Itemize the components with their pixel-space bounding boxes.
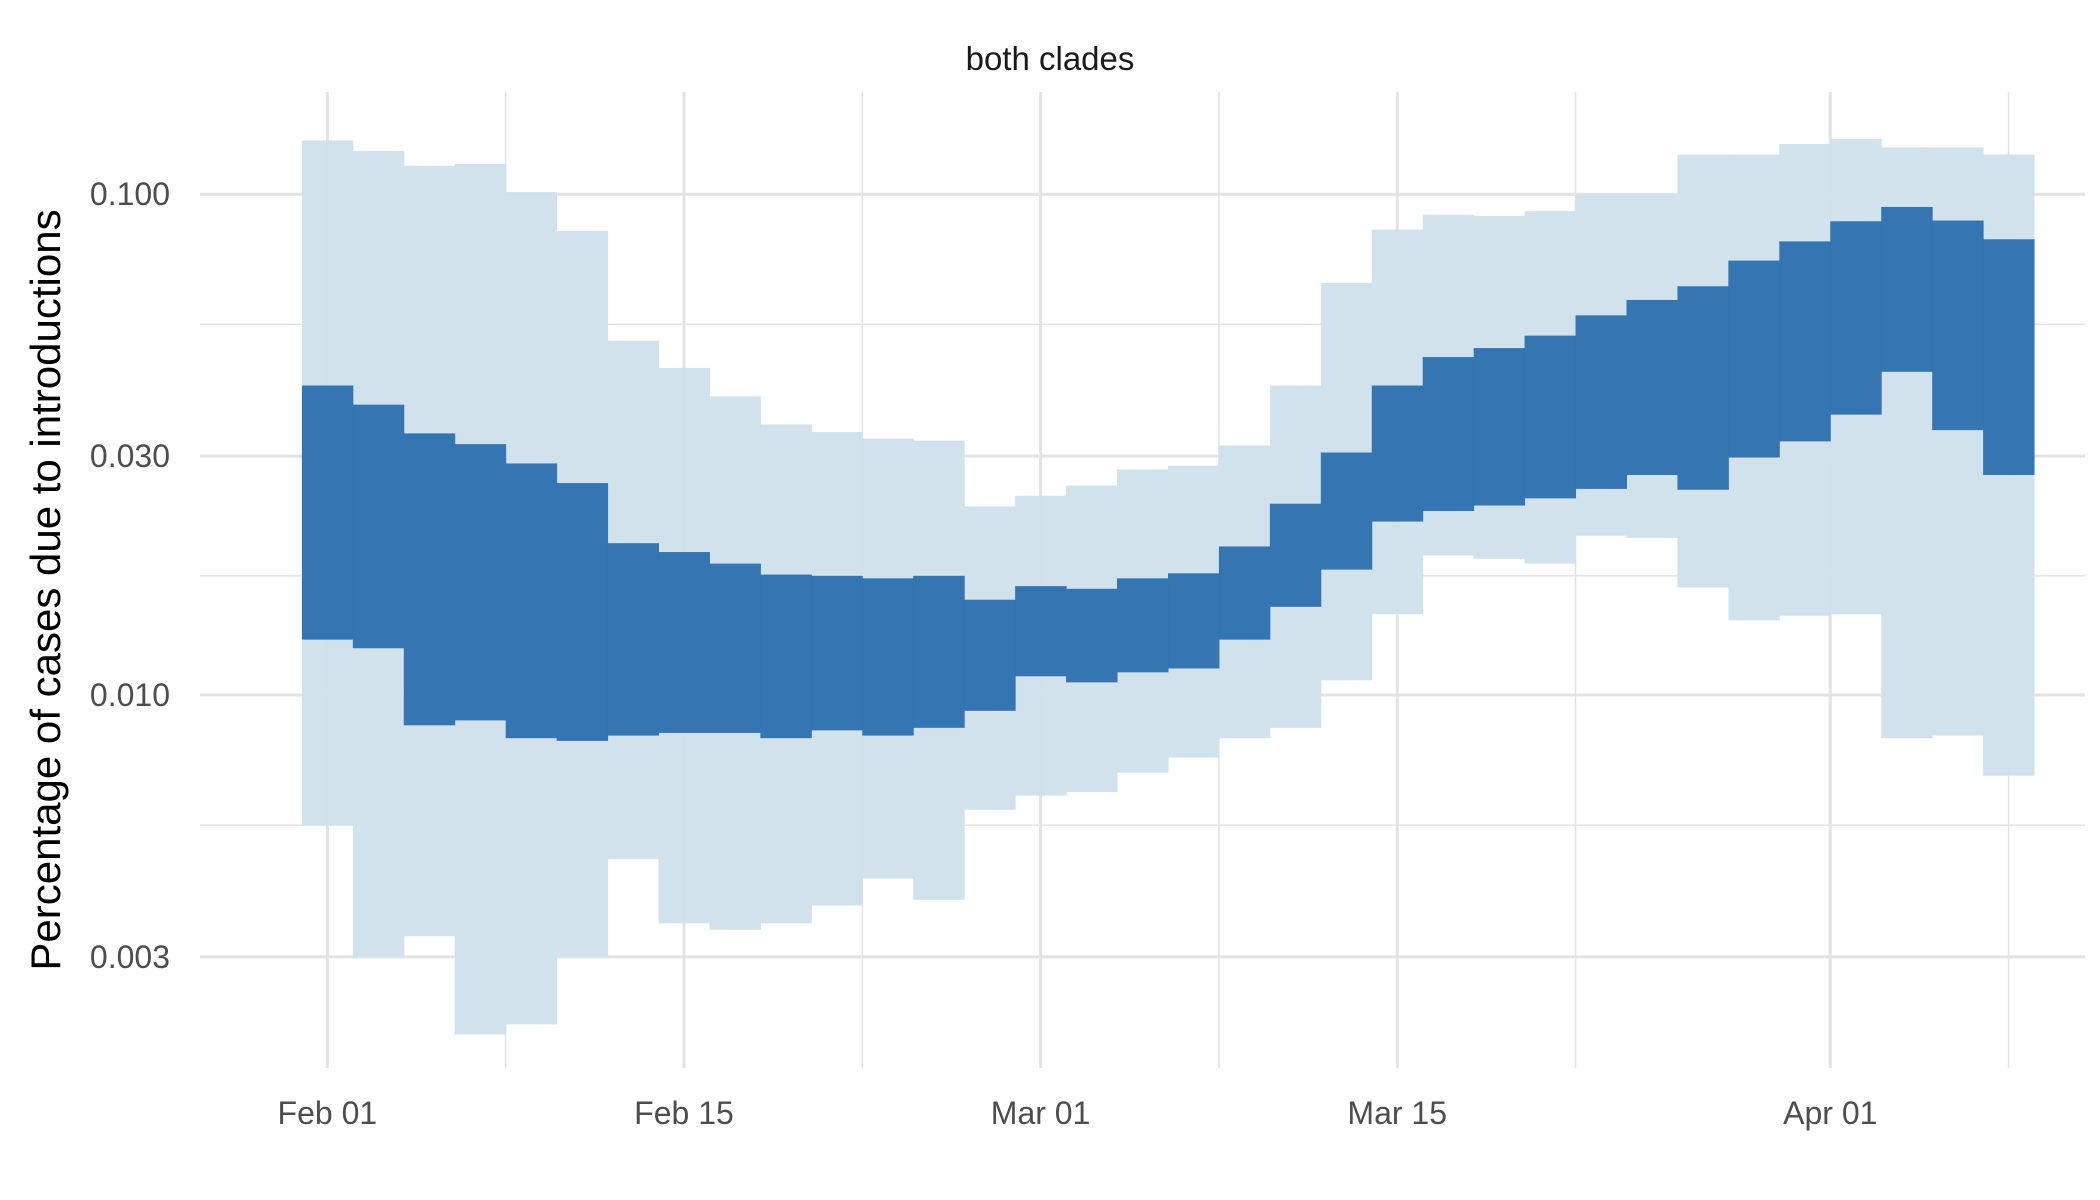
inner-band-step bbox=[1066, 588, 1118, 683]
inner-band-step bbox=[811, 575, 863, 731]
inner-band-step bbox=[1983, 239, 2035, 476]
x-tick-label: Mar 15 bbox=[1347, 1095, 1447, 1131]
inner-band-step bbox=[1371, 385, 1424, 522]
inner-band-step bbox=[403, 433, 456, 726]
y-tick-label: 0.100 bbox=[90, 176, 170, 212]
y-tick-label: 0.010 bbox=[90, 677, 170, 713]
inner-band-step bbox=[1524, 335, 1577, 499]
facet-title: both clades bbox=[965, 40, 1135, 77]
inner-band-step bbox=[1218, 546, 1271, 640]
inner-band-step bbox=[964, 599, 1016, 711]
x-tick-label: Feb 15 bbox=[634, 1095, 734, 1131]
inner-band-step bbox=[352, 404, 405, 649]
y-tick-label: 0.003 bbox=[90, 939, 170, 975]
y-axis-tick-labels: 0.003 0.010 0.030 0.100 bbox=[90, 176, 170, 975]
inner-band-step bbox=[1779, 241, 1831, 442]
inner-band-step bbox=[1269, 503, 1322, 607]
x-tick-label: Apr 01 bbox=[1783, 1095, 1877, 1131]
inner-band-step bbox=[1830, 221, 1882, 415]
y-tick-label: 0.030 bbox=[90, 438, 170, 474]
inner-band-step bbox=[1422, 357, 1475, 512]
inner-band-step bbox=[1117, 578, 1169, 673]
inner-band-step bbox=[709, 563, 761, 733]
inner-band-step bbox=[658, 552, 710, 733]
inner-band-step bbox=[556, 483, 609, 741]
inner-band-step bbox=[760, 574, 812, 739]
x-axis-tick-labels: Feb 01 Feb 15 Mar 01 Mar 15 Apr 01 bbox=[278, 1095, 1878, 1131]
inner-band-step bbox=[1881, 206, 1933, 372]
inner-band-step bbox=[301, 385, 354, 640]
inner-interval-band bbox=[301, 206, 2035, 741]
x-tick-label: Mar 01 bbox=[991, 1095, 1091, 1131]
inner-band-step bbox=[862, 578, 914, 736]
inner-band-step bbox=[1015, 586, 1067, 677]
inner-band-step bbox=[607, 543, 660, 736]
inner-band-step bbox=[1320, 452, 1373, 570]
inner-band-step bbox=[1728, 260, 1780, 458]
inner-band-step bbox=[1626, 299, 1678, 476]
inner-band-step bbox=[454, 444, 507, 721]
inner-band-step bbox=[1167, 573, 1220, 669]
inner-band-step bbox=[1677, 286, 1729, 490]
inner-band-step bbox=[1932, 220, 1984, 431]
inner-band-step bbox=[1473, 348, 1526, 506]
inner-band-step bbox=[1575, 315, 1627, 489]
inner-band-step bbox=[505, 463, 558, 739]
x-tick-label: Feb 01 bbox=[278, 1095, 378, 1131]
inner-band-step bbox=[913, 575, 965, 728]
